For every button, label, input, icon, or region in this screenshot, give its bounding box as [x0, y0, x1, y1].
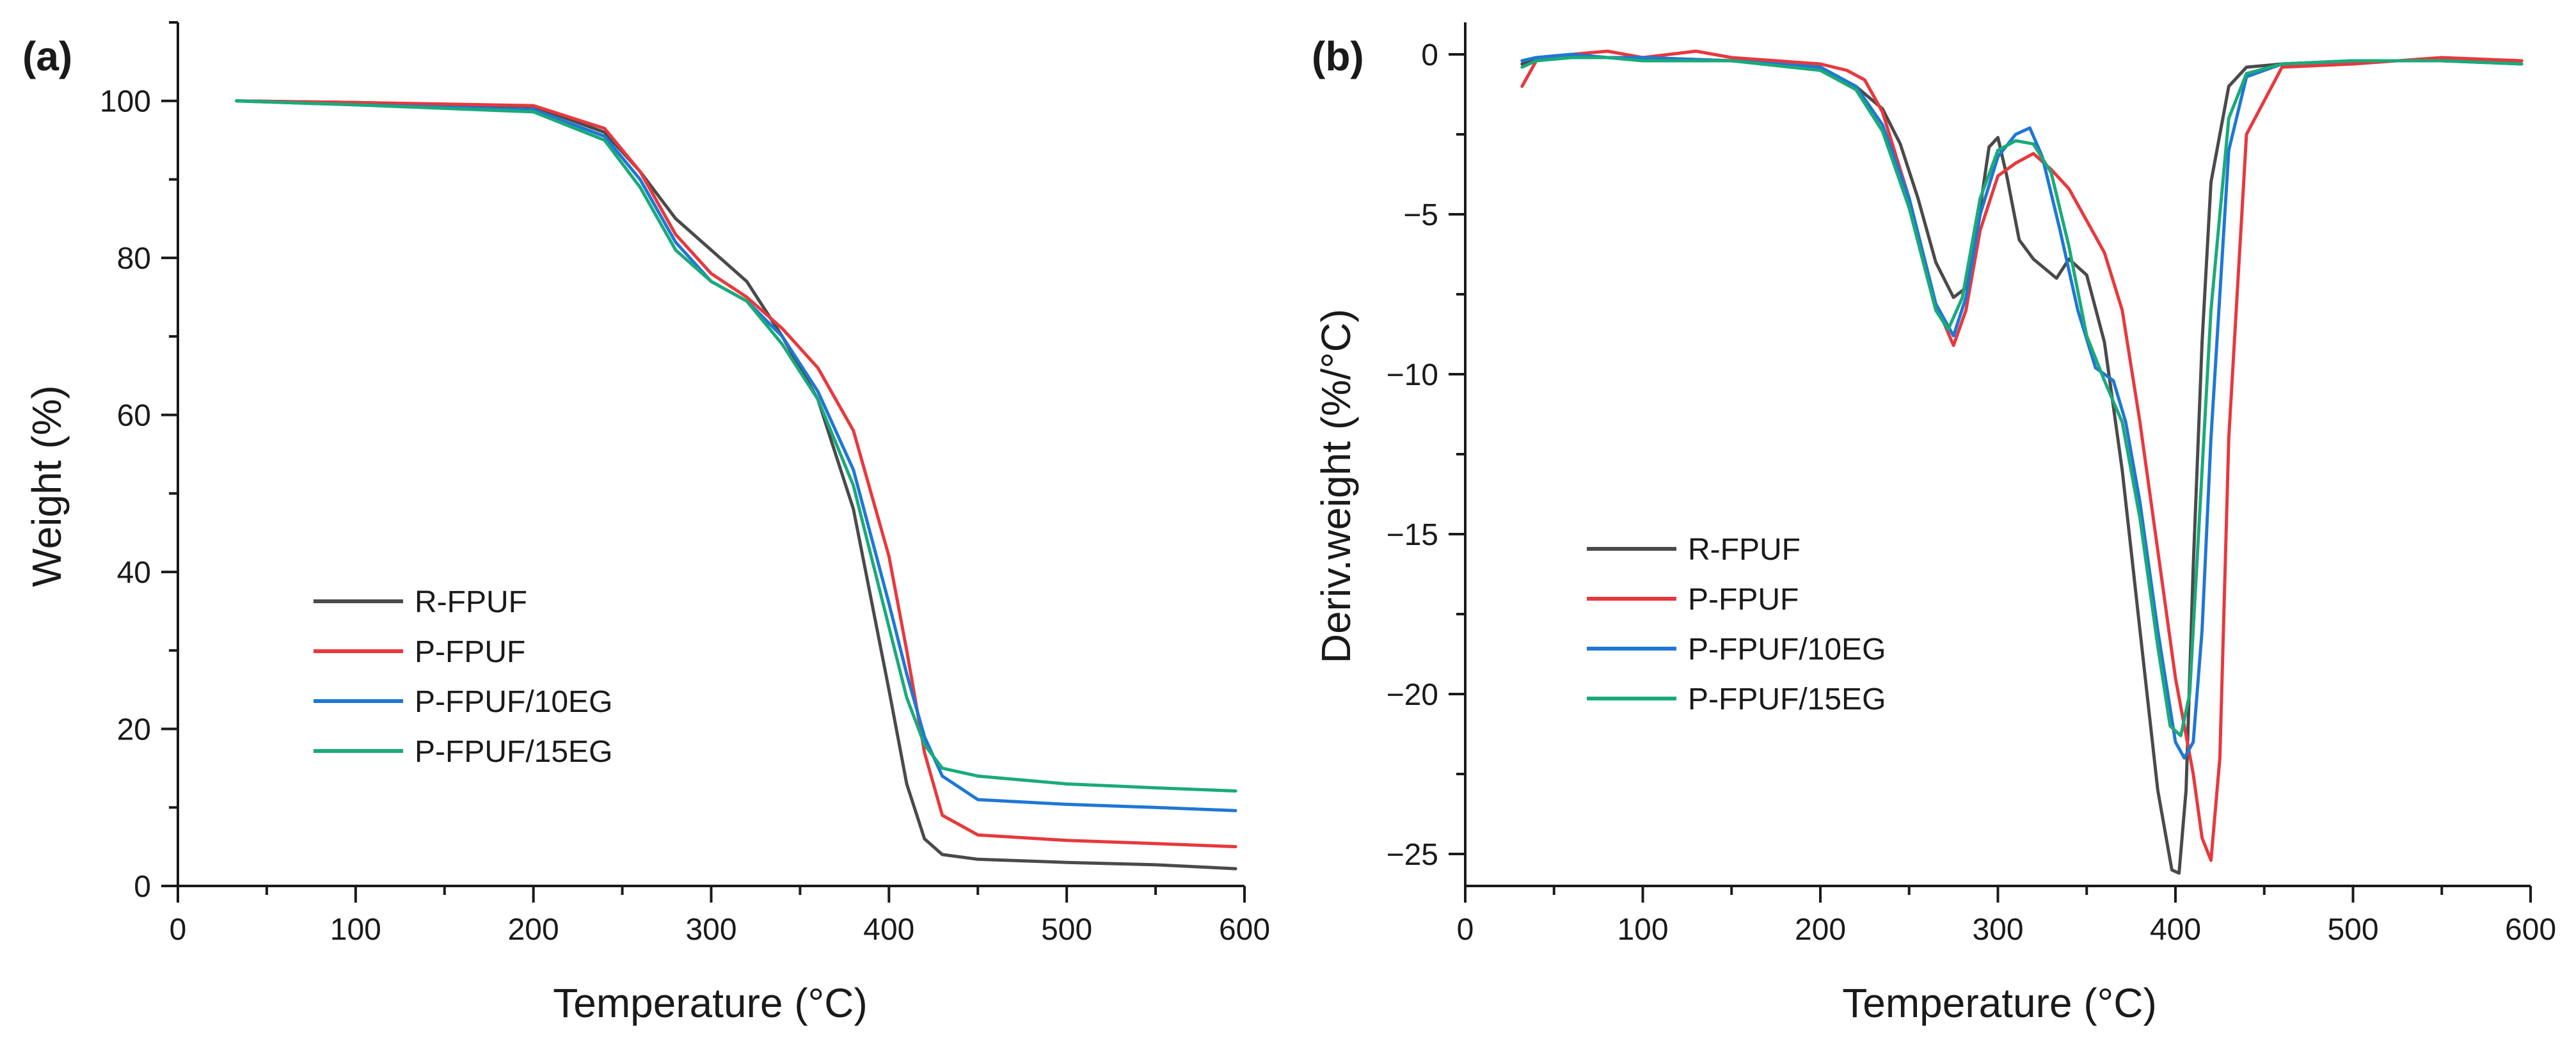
panel-a: (a) Weight (%) Temperature (°C) 0 100 200 3… — [22, 21, 1270, 1026]
series-line-p-fpuf — [1520, 49, 2524, 862]
panel-b-label: (b) — [1312, 33, 1364, 79]
legend-label: P-FPUF/15EG — [1688, 683, 1886, 716]
x-tick-label: 400 — [863, 913, 914, 947]
series-line-p-fpuf — [235, 99, 1237, 849]
panel-a-label: (a) — [22, 33, 72, 79]
y-tick-label: −15 — [1387, 518, 1438, 552]
legend-label: R-FPUF — [415, 585, 527, 619]
legend-label: R-FPUF — [1688, 533, 1801, 567]
x-tick-label: 500 — [1041, 913, 1092, 947]
y-tick-label: 80 — [117, 242, 151, 276]
y-tick-label: 60 — [117, 399, 151, 433]
x-tick-label: 300 — [1972, 913, 2023, 947]
x-tick-label: 0 — [170, 913, 187, 947]
y-tick-label: 0 — [1421, 38, 1438, 72]
y-tick-label: −25 — [1387, 838, 1438, 872]
x-tick-label: 100 — [330, 913, 381, 947]
panel-a-xlabel: Temperature (°C) — [553, 980, 868, 1026]
y-tick-label: −20 — [1387, 678, 1438, 712]
x-tick-label: 600 — [2505, 913, 2556, 947]
panel-b-ylabel: Deriv.weight (%/°C) — [1313, 309, 1359, 663]
y-tick-label: 40 — [117, 556, 151, 590]
x-tick-label: 600 — [1219, 913, 1270, 947]
y-tick-label: −10 — [1387, 358, 1438, 392]
panel-a-ylabel: Weight (%) — [24, 385, 70, 587]
series-line-p-fpuf-10eg — [1520, 52, 2524, 760]
x-tick-label: 0 — [1457, 913, 1474, 947]
legend-label: P-FPUF/10EG — [415, 685, 612, 719]
panel-b: (b) Deriv.weight (%/°C) Temperature (°C)… — [1312, 22, 2556, 1026]
series-line-p-fpuf-10eg — [235, 99, 1237, 812]
x-tick-label: 200 — [508, 913, 559, 947]
legend-label: P-FPUF — [415, 635, 525, 669]
x-tick-label: 300 — [685, 913, 736, 947]
x-tick-label: 400 — [2150, 913, 2201, 947]
x-tick-label: 200 — [1795, 913, 1846, 947]
y-tick-label: 0 — [134, 870, 151, 904]
series-line-p-fpuf-15eg — [235, 99, 1237, 793]
y-tick-label: 20 — [117, 713, 151, 747]
y-tick-label: 100 — [100, 85, 151, 119]
x-tick-label: 100 — [1617, 913, 1668, 947]
panel-b-xlabel: Temperature (°C) — [1842, 980, 2157, 1026]
legend-label: P-FPUF/15EG — [415, 735, 612, 769]
legend-label: P-FPUF/10EG — [1688, 633, 1886, 667]
series-line-p-fpuf-15eg — [1520, 56, 2524, 738]
legend-label: P-FPUF — [1688, 583, 1799, 617]
x-tick-label: 500 — [2327, 913, 2378, 947]
y-tick-label: −5 — [1403, 198, 1438, 232]
